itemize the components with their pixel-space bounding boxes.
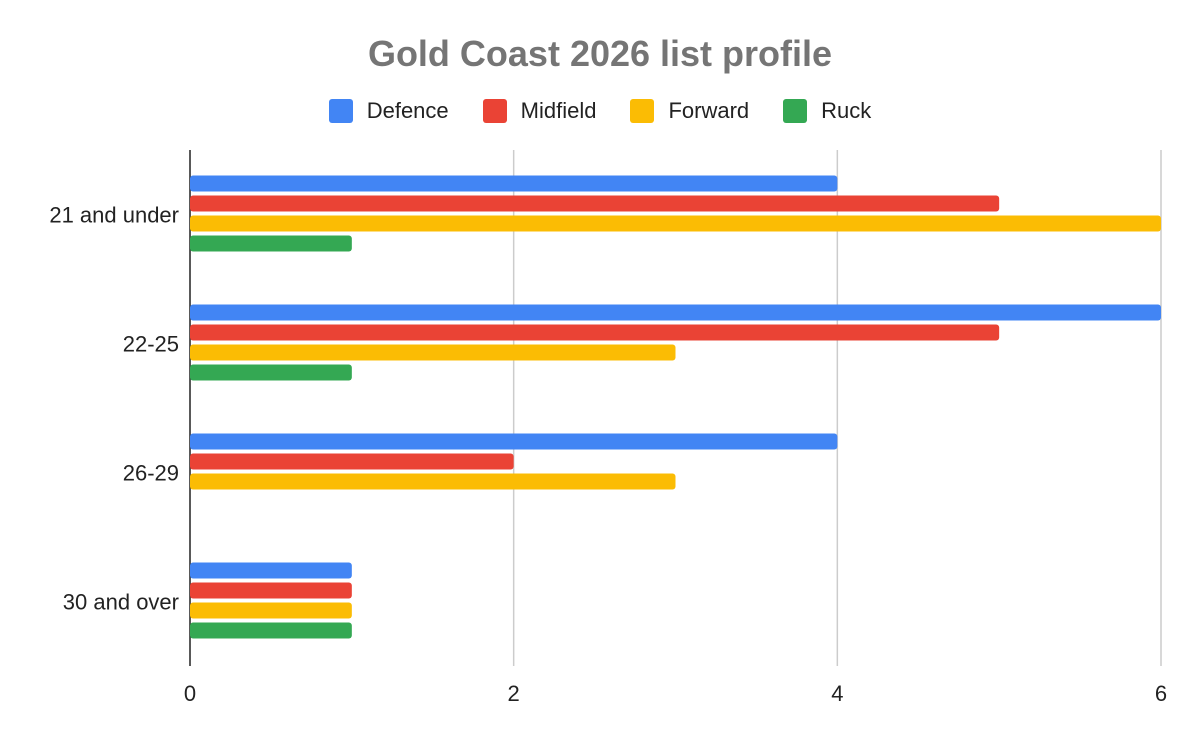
legend-swatch-forward bbox=[630, 99, 655, 123]
legend-item-ruck: Ruck bbox=[783, 98, 871, 124]
legend-swatch-defence bbox=[328, 99, 353, 123]
bar-ruck-0 bbox=[190, 235, 352, 252]
chart-legend: Defence Midfield Forward Ruck bbox=[0, 98, 1200, 124]
legend-label-ruck: Ruck bbox=[821, 98, 872, 123]
bar-ruck-3 bbox=[190, 622, 352, 639]
y-tick-label-0: 21 and under bbox=[49, 203, 179, 228]
y-tick-label-3: 30 and over bbox=[63, 590, 179, 615]
bar-forward-3 bbox=[190, 602, 352, 619]
x-tick-label-4: 4 bbox=[831, 681, 843, 706]
x-tick-label-2: 2 bbox=[508, 681, 520, 706]
legend-label-forward: Forward bbox=[668, 98, 750, 123]
x-tick-label-0: 0 bbox=[184, 681, 196, 706]
legend-item-forward: Forward bbox=[630, 98, 749, 124]
y-tick-label-1: 22-25 bbox=[123, 332, 179, 357]
legend-swatch-ruck bbox=[783, 99, 808, 123]
bar-midfield-1 bbox=[190, 324, 1000, 341]
bar-defence-1 bbox=[190, 304, 1161, 321]
legend-swatch-midfield bbox=[482, 99, 507, 123]
bar-midfield-3 bbox=[190, 582, 352, 599]
legend-label-midfield: Midfield bbox=[520, 98, 597, 123]
y-tick-label-2: 26-29 bbox=[123, 461, 179, 486]
bar-midfield-2 bbox=[190, 453, 514, 470]
bar-midfield-0 bbox=[190, 195, 1000, 212]
bar-ruck-1 bbox=[190, 364, 352, 381]
bar-forward-1 bbox=[190, 344, 676, 361]
bar-forward-2 bbox=[190, 473, 676, 490]
bar-defence-2 bbox=[190, 433, 838, 450]
bar-defence-0 bbox=[190, 175, 838, 192]
legend-item-midfield: Midfield bbox=[482, 98, 597, 124]
chart-title: Gold Coast 2026 list profile bbox=[367, 33, 833, 74]
legend-item-defence: Defence bbox=[328, 98, 449, 124]
legend-label-defence: Defence bbox=[366, 98, 449, 123]
bar-defence-3 bbox=[190, 562, 352, 579]
bar-forward-0 bbox=[190, 215, 1161, 232]
x-tick-label-6: 6 bbox=[1155, 681, 1167, 706]
